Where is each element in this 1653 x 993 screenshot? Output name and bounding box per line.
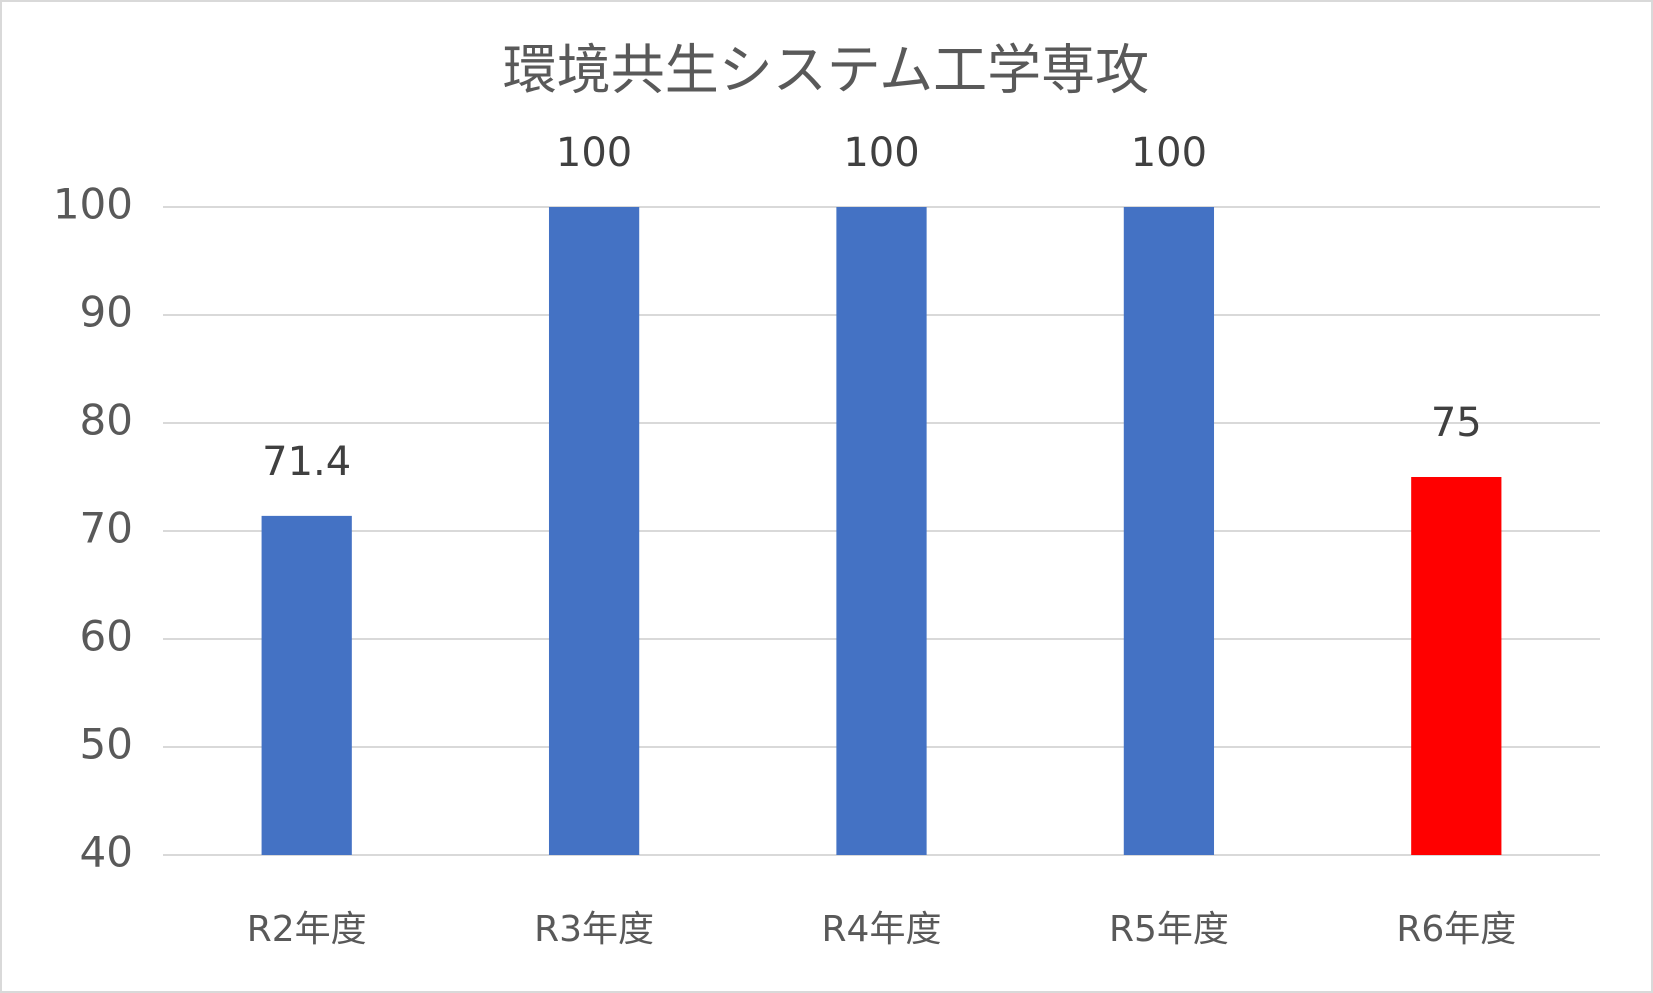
x-tick-label: R6年度 bbox=[1396, 909, 1516, 950]
data-label: 100 bbox=[843, 130, 919, 176]
chart-title: 環境共生システム工学専攻 bbox=[503, 39, 1149, 102]
bar bbox=[548, 207, 640, 855]
x-tick-label: R3年度 bbox=[534, 909, 654, 950]
x-tick-label: R4年度 bbox=[822, 909, 942, 950]
y-tick-label: 90 bbox=[80, 288, 133, 337]
data-label: 71.4 bbox=[262, 439, 351, 485]
bar bbox=[261, 515, 352, 855]
data-label: 100 bbox=[556, 130, 632, 176]
y-tick-label: 70 bbox=[80, 504, 133, 553]
data-label: 100 bbox=[1131, 130, 1207, 176]
y-tick-label: 60 bbox=[80, 612, 133, 661]
y-tick-label: 50 bbox=[80, 720, 133, 769]
x-tick-label: R2年度 bbox=[247, 909, 367, 950]
y-tick-label: 40 bbox=[80, 828, 133, 877]
bar bbox=[836, 207, 927, 855]
bar bbox=[1411, 477, 1502, 855]
x-tick-label: R5年度 bbox=[1109, 909, 1229, 950]
y-tick-label: 100 bbox=[53, 180, 133, 229]
bar bbox=[1123, 207, 1215, 855]
y-tick-label: 80 bbox=[80, 396, 133, 445]
data-label: 75 bbox=[1431, 400, 1482, 446]
